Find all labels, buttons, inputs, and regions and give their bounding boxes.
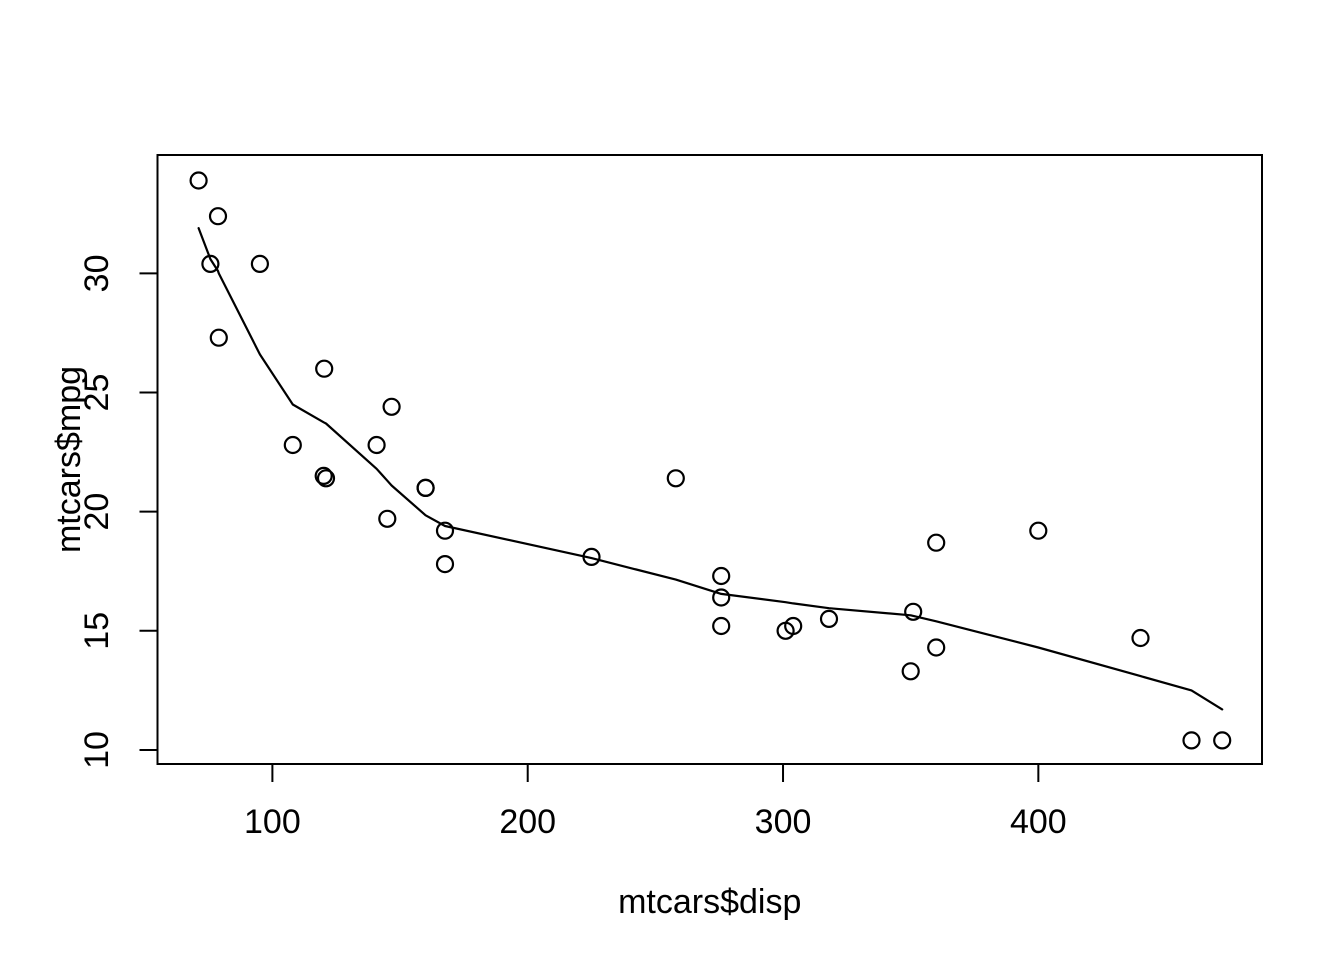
y-tick-label: 10 — [78, 731, 116, 769]
data-point — [378, 509, 397, 528]
smooth-line-group — [197, 227, 1224, 711]
x-tick-label: 400 — [1010, 803, 1067, 841]
plot-frame — [156, 154, 1263, 765]
y-tick-label: 30 — [78, 255, 116, 293]
y-tick-label: 20 — [78, 493, 116, 531]
data-point — [712, 566, 731, 586]
data-point — [1131, 628, 1150, 648]
data-point — [1029, 521, 1048, 540]
y-axis-tick-labels: 10 15 20 25 30 — [78, 255, 116, 769]
smooth-line — [197, 227, 1224, 711]
data-point — [776, 621, 795, 640]
data-point — [209, 328, 228, 347]
data-point — [250, 254, 269, 273]
data-point — [315, 359, 334, 378]
x-tick-label: 100 — [244, 803, 301, 841]
data-point — [435, 521, 455, 540]
y-tick-label: 15 — [78, 612, 116, 650]
x-tick-label: 300 — [755, 803, 812, 841]
data-point — [1182, 731, 1201, 750]
data-point — [189, 171, 208, 190]
y-axis-ticks — [139, 272, 158, 751]
data-point — [201, 254, 220, 273]
data-point — [367, 435, 386, 455]
x-tick-label: 200 — [499, 803, 556, 841]
data-point — [582, 547, 601, 567]
data-points-group — [189, 171, 1232, 750]
data-point — [435, 554, 455, 574]
data-point — [927, 533, 946, 552]
x-axis-title: mtcars$disp — [618, 883, 801, 921]
data-point — [927, 638, 946, 657]
y-axis-title: mtcars$mpg — [50, 366, 88, 553]
data-point — [712, 588, 731, 607]
data-point — [314, 466, 333, 485]
data-point — [208, 207, 228, 226]
data-point — [819, 609, 839, 629]
data-point — [904, 602, 923, 621]
y-tick-label: 25 — [78, 374, 116, 412]
data-point — [1213, 731, 1232, 750]
data-point — [382, 397, 401, 416]
data-point — [416, 478, 435, 497]
data-point — [712, 616, 731, 636]
data-point — [283, 435, 302, 455]
data-point — [316, 469, 336, 488]
x-axis-tick-labels: 100 200 300 400 — [244, 803, 1067, 841]
x-axis-ticks — [271, 764, 1040, 782]
data-point — [666, 469, 685, 488]
data-point — [901, 662, 920, 681]
